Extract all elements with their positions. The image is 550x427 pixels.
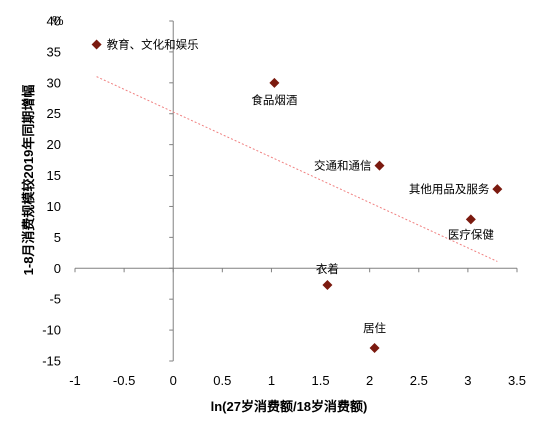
data-point-label: 交通和通信 (314, 159, 372, 173)
x-tick-label: 2.5 (410, 373, 428, 388)
y-tick-label: 40 (47, 14, 61, 29)
y-axis-unit: % (52, 13, 64, 28)
y-tick-label: 35 (47, 44, 61, 59)
x-tick-label: 3.5 (508, 373, 526, 388)
data-point-marker (465, 214, 476, 225)
y-tick-label: 5 (54, 230, 61, 245)
x-tick-label: 1.5 (312, 373, 330, 388)
x-tick-label: 0.5 (213, 373, 231, 388)
y-tick-label: 30 (47, 75, 61, 90)
trendline (96, 76, 498, 262)
x-tick-label: 2 (366, 373, 373, 388)
y-axis-label: 1-8月消费规模较2019年同期增幅 (21, 85, 36, 276)
y-tick-label: -15 (42, 354, 61, 369)
data-point-label: 教育、文化和娱乐 (107, 37, 199, 51)
data-point-label: 医疗保健 (448, 227, 494, 241)
y-tick-label: 15 (47, 168, 61, 183)
data-point-marker (369, 343, 380, 354)
y-tick-label: -10 (42, 323, 61, 338)
data-point-marker (322, 279, 333, 290)
x-axis-ticks: -1 -0.5 0 0.5 1 1.5 2 2.5 3 3.5 (69, 268, 526, 388)
data-point-marker (91, 39, 102, 50)
y-tick-label: 25 (47, 106, 61, 121)
data-point-marker (374, 160, 385, 171)
x-tick-label: 1 (268, 373, 275, 388)
y-tick-label: -5 (49, 292, 61, 307)
data-point-marker (492, 184, 503, 195)
data-point-marker (269, 77, 280, 88)
x-axis-label: ln(27岁消费额/18岁消费额) (211, 399, 368, 414)
y-tick-label: 10 (47, 199, 61, 214)
y-axis-ticks: 40 35 30 25 20 15 10 5 0 -5 -10 -15 (42, 14, 174, 369)
x-tick-label: 3 (464, 373, 471, 388)
x-tick-label: 0 (170, 373, 177, 388)
y-tick-label: 0 (54, 261, 61, 276)
x-tick-label: -0.5 (113, 373, 135, 388)
y-tick-label: 20 (47, 137, 61, 152)
x-tick-label: -1 (69, 373, 81, 388)
data-point-label: 食品烟酒 (251, 93, 297, 107)
data-point-label: 衣着 (316, 262, 339, 276)
data-point-label: 居住 (363, 321, 386, 335)
data-point-label: 其他用品及服务 (409, 182, 490, 196)
